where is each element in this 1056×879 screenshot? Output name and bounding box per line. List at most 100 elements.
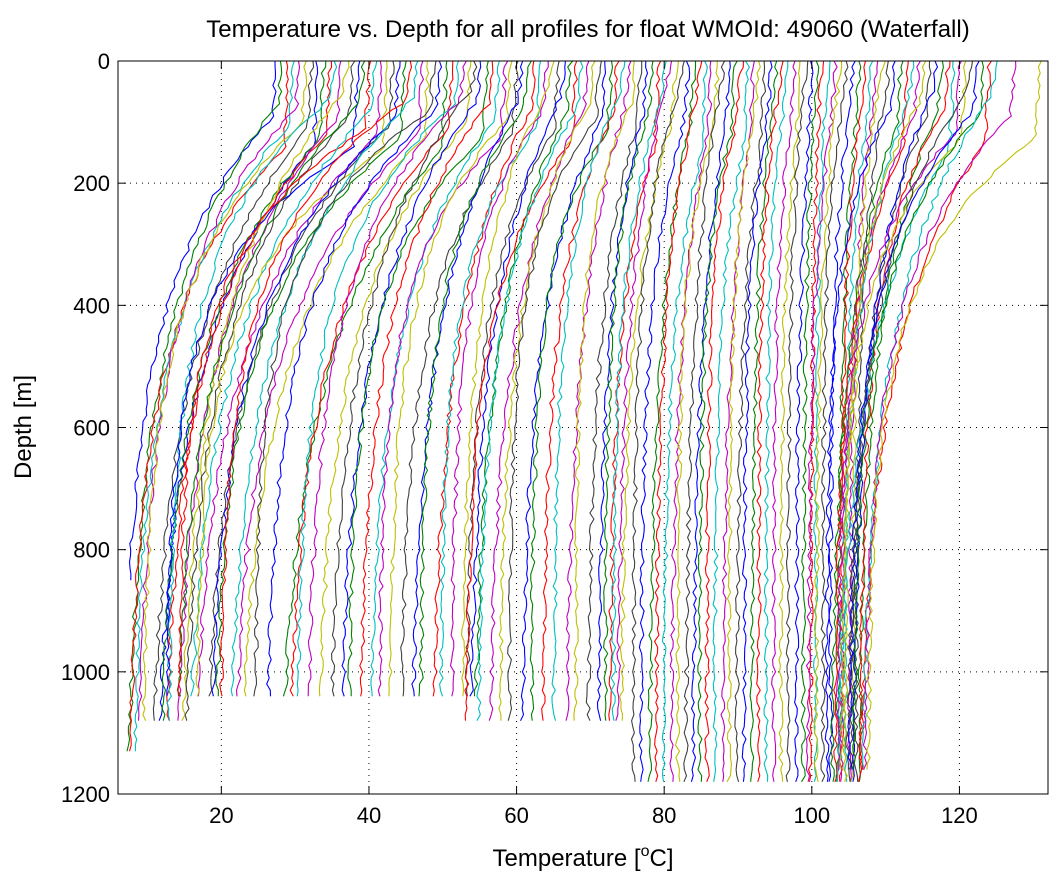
profile-line <box>848 60 932 782</box>
profile-line <box>400 60 519 697</box>
x-tick-label: 40 <box>357 803 381 828</box>
profile-line <box>469 60 566 697</box>
profile-line <box>166 60 333 721</box>
profile-line <box>862 60 1017 770</box>
profile-line <box>741 60 773 782</box>
y-tick-label: 600 <box>73 416 110 441</box>
profile-line <box>176 60 366 697</box>
profile-line <box>152 60 315 721</box>
y-tick-labels: 0 200 400 600 800 1000 1200 <box>61 49 110 807</box>
profile-line <box>653 60 703 782</box>
profile-line <box>177 60 342 721</box>
profile-line <box>835 60 962 770</box>
profile-line <box>861 60 998 770</box>
profile-line <box>473 60 574 697</box>
profile-line <box>697 60 738 782</box>
profile-line <box>230 60 419 697</box>
profile-line <box>830 60 904 782</box>
profile-line <box>359 60 494 697</box>
profile-line <box>712 60 751 782</box>
profile-line <box>128 60 277 581</box>
profile-line <box>851 60 985 770</box>
profile-line <box>619 60 679 721</box>
profile-line <box>596 60 649 721</box>
y-tick-label: 200 <box>73 171 110 196</box>
x-axis-label: Temperature [oC] <box>493 843 674 872</box>
y-tick-label: 1200 <box>61 782 110 807</box>
profile-line <box>839 60 967 770</box>
profile-line <box>704 60 744 783</box>
chart-title: Temperature vs. Depth for all profiles f… <box>206 16 969 43</box>
profile-line <box>370 60 501 697</box>
profile-line <box>341 60 482 697</box>
profile-line <box>195 60 388 697</box>
x-tick-label: 20 <box>209 803 233 828</box>
profile-line <box>749 60 779 782</box>
profile-line <box>418 60 532 697</box>
profile-line <box>794 60 814 782</box>
profile-line <box>865 60 1042 770</box>
profile-line <box>449 61 549 697</box>
profile-line <box>177 60 372 697</box>
profile-line <box>461 60 555 697</box>
profile-line <box>771 60 797 782</box>
profile-line <box>476 60 584 721</box>
profile-line <box>833 60 909 782</box>
profile-line <box>785 60 809 782</box>
profile-line <box>307 60 467 697</box>
x-tick-label: 120 <box>941 803 978 828</box>
profile-line <box>857 60 951 782</box>
profile-line <box>137 60 301 721</box>
profile-line <box>498 60 596 721</box>
profile-line <box>756 60 784 782</box>
profile-line <box>720 60 755 782</box>
profile-line <box>647 61 697 782</box>
profile-line <box>219 60 413 697</box>
profile-line <box>630 60 685 782</box>
profile-line <box>330 60 478 697</box>
profile-line <box>388 60 513 697</box>
x-axis-label-tail: C] <box>649 845 673 872</box>
profile-line <box>215 60 407 697</box>
profile-line <box>608 60 662 721</box>
profile-line <box>197 60 383 697</box>
profile-line <box>661 60 708 782</box>
profile-line <box>432 60 536 697</box>
profile-line <box>184 60 356 721</box>
profile-line <box>638 60 691 782</box>
profile-line <box>253 60 437 697</box>
profile-line <box>610 60 667 721</box>
profile-line <box>813 60 831 782</box>
profile-line <box>211 60 401 697</box>
y-tick-label: 800 <box>73 538 110 563</box>
profile-line <box>573 60 636 721</box>
profile-line <box>857 60 944 782</box>
profile-line <box>126 60 283 752</box>
y-axis-label: Depth [m] <box>10 375 37 479</box>
profile-line <box>266 60 443 697</box>
profile-line <box>190 60 378 697</box>
profile-line <box>778 60 801 782</box>
profile-line <box>603 60 654 721</box>
x-axis-label-sup: o <box>641 843 650 860</box>
profile-line <box>488 60 590 721</box>
profile-line <box>800 60 820 783</box>
profile-line <box>669 60 713 782</box>
profile-line <box>165 60 361 697</box>
profile-line <box>411 60 524 697</box>
x-tick-label: 100 <box>793 803 830 828</box>
x-tick-label: 60 <box>504 803 528 828</box>
profile-line <box>235 60 425 697</box>
y-tick-label: 0 <box>98 49 110 74</box>
profile-line <box>813 60 843 782</box>
x-axis-label-main: Temperature [ <box>493 845 641 872</box>
profile-line <box>615 60 673 721</box>
profile-line <box>289 60 454 697</box>
profile-line <box>296 60 460 697</box>
profile-line <box>847 60 980 770</box>
profile-line <box>141 60 308 721</box>
profile-line <box>464 60 578 721</box>
x-tick-labels: 20 40 60 80 100 120 <box>209 803 978 828</box>
profile-line <box>828 60 856 782</box>
